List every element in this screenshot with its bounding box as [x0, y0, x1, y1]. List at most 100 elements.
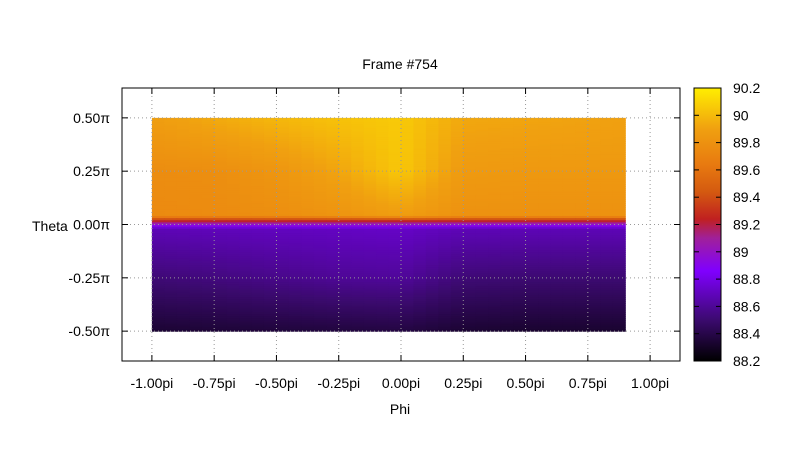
- heatmap-cell: [276, 205, 290, 209]
- heatmap-cell: [226, 230, 240, 234]
- heatmap-cell: [338, 183, 352, 187]
- heatmap-cell: [276, 149, 290, 153]
- heatmap-cell: [425, 169, 439, 172]
- heatmap-cell: [388, 186, 402, 189]
- heatmap-cell: [488, 177, 502, 181]
- heatmap-cell: [363, 175, 377, 179]
- heatmap-cell: [538, 205, 552, 209]
- heatmap-cell: [401, 307, 415, 311]
- heatmap-cell: [388, 245, 402, 249]
- heatmap-cell: [164, 260, 178, 264]
- heatmap-cell: [550, 318, 564, 322]
- heatmap-cell: [263, 265, 278, 268]
- heatmap-cell: [239, 213, 253, 217]
- heatmap-cell: [313, 171, 327, 174]
- heatmap-cell: [538, 224, 552, 228]
- heatmap-cell: [288, 329, 302, 332]
- heatmap-cell: [587, 258, 601, 262]
- heatmap-cell: [326, 324, 340, 328]
- heatmap-cell: [301, 329, 315, 332]
- heatmap-cell: [226, 316, 240, 319]
- heatmap-cell: [450, 134, 464, 138]
- heatmap-cell: [538, 258, 552, 262]
- heatmap-cell: [176, 211, 190, 215]
- heatmap-cell: [189, 160, 203, 164]
- heatmap-cell: [226, 320, 240, 324]
- heatmap-cell: [488, 222, 502, 226]
- heatmap-cell: [612, 156, 626, 159]
- heatmap-cell: [500, 235, 514, 238]
- heatmap-cell: [612, 154, 626, 157]
- heatmap-cell: [575, 297, 589, 300]
- heatmap-cell: [338, 245, 352, 249]
- heatmap-cell: [401, 175, 415, 179]
- heatmap-cell: [513, 314, 527, 317]
- heatmap-cell: [251, 303, 265, 307]
- heatmap-cell: [550, 299, 564, 302]
- heatmap-cell: [488, 314, 502, 317]
- heatmap-cell: [376, 273, 390, 277]
- heatmap-cell: [214, 303, 228, 307]
- heatmap-cell: [239, 324, 253, 328]
- heatmap-cell: [475, 329, 489, 332]
- heatmap-cell: [401, 179, 415, 183]
- heatmap-cell: [500, 137, 514, 140]
- heatmap-cell: [338, 160, 352, 164]
- heatmap-cell: [525, 201, 539, 204]
- heatmap-cell: [189, 117, 203, 121]
- heatmap-cell: [326, 154, 340, 157]
- heatmap-cell: [575, 205, 589, 209]
- heatmap-cell: [226, 183, 240, 187]
- heatmap-cell: [463, 262, 477, 266]
- heatmap-cell: [263, 211, 278, 215]
- heatmap-cell: [338, 258, 352, 262]
- heatmap-cell: [151, 277, 165, 281]
- heatmap-cell: [538, 130, 552, 134]
- heatmap-cell: [201, 322, 215, 326]
- heatmap-cell: [438, 303, 452, 307]
- heatmap-cell: [239, 162, 253, 166]
- heatmap-cell: [538, 151, 552, 155]
- heatmap-cell: [326, 243, 340, 247]
- heatmap-cell: [226, 215, 240, 219]
- heatmap-cell: [201, 209, 215, 213]
- heatmap-cell: [263, 134, 278, 138]
- heatmap-cell: [351, 169, 365, 172]
- heatmap-cell: [562, 141, 576, 145]
- heatmap-cell: [525, 247, 539, 251]
- heatmap-cell: [388, 183, 402, 187]
- heatmap-cell: [338, 130, 352, 134]
- heatmap-cell: [587, 320, 601, 324]
- heatmap-cell: [313, 235, 327, 238]
- heatmap-cell: [351, 190, 365, 194]
- heatmap-cell: [288, 294, 302, 298]
- heatmap-cell: [239, 194, 253, 198]
- heatmap-cell: [176, 188, 190, 191]
- heatmap-cell: [550, 207, 564, 211]
- heatmap-cell: [313, 162, 327, 166]
- heatmap-cell: [513, 183, 527, 187]
- heatmap-cell: [351, 275, 365, 279]
- heatmap-cell: [488, 141, 502, 145]
- heatmap-cell: [239, 145, 253, 149]
- heatmap-cell: [425, 301, 439, 305]
- heatmap-cell: [475, 149, 489, 153]
- heatmap-cell: [413, 311, 427, 315]
- heatmap-cell: [276, 151, 290, 155]
- heatmap-cell: [288, 124, 302, 127]
- heatmap-cell: [151, 179, 165, 183]
- heatmap-cell: [176, 297, 190, 300]
- heatmap-cell: [189, 173, 203, 177]
- heatmap-cell: [363, 235, 377, 238]
- heatmap-cell: [176, 322, 190, 326]
- heatmap-cell: [575, 282, 589, 285]
- heatmap-cell: [313, 265, 327, 268]
- heatmap-cell: [263, 192, 278, 196]
- heatmap-cell: [251, 284, 265, 287]
- heatmap-cell: [401, 273, 415, 277]
- heatmap-cell: [587, 211, 601, 215]
- heatmap-cell: [401, 132, 415, 136]
- heatmap-cell: [263, 294, 278, 298]
- heatmap-cell: [288, 226, 302, 230]
